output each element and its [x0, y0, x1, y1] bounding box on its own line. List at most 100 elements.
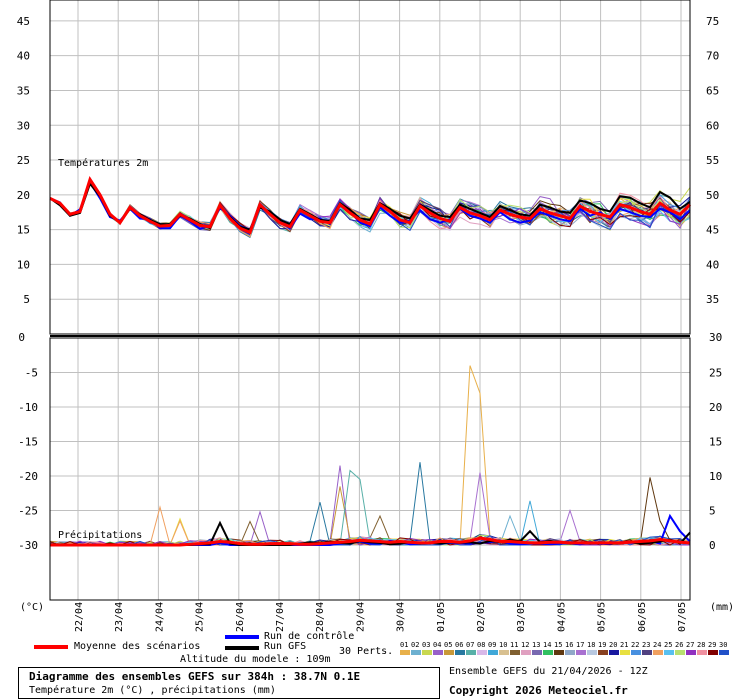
date-label-26-04: 26/04	[235, 602, 246, 632]
pert-label-06: 06	[455, 641, 463, 649]
legend-mean-label: Moyenne des scénarios	[74, 641, 201, 652]
pert-label-25: 25	[664, 641, 672, 649]
date-label-01-05: 01/05	[436, 602, 447, 632]
main-series-lines	[49, 176, 692, 547]
prec-pert-line-06	[49, 462, 690, 546]
prec-frame	[49, 337, 691, 601]
date-label-05-05: 05/05	[597, 602, 608, 632]
date-label-27-04: 27/04	[275, 602, 286, 632]
prec-right-tick-2: 20	[709, 401, 722, 414]
temp-right-tick-8: 75	[706, 15, 719, 28]
temp-left-tick-0: 0	[18, 331, 25, 344]
date-label-25-04: 25/04	[195, 602, 206, 632]
legend-control-label: Run de contrôle	[264, 631, 355, 642]
pert-swatch-11	[510, 650, 520, 655]
prec-right-tick-4: 10	[709, 470, 722, 483]
pert-swatch-18	[587, 650, 597, 655]
prec-right-tick-1: 25	[709, 367, 722, 380]
pert-label-04: 04	[433, 641, 441, 649]
pert-label-01: 01	[400, 641, 408, 649]
prec-pert-line-15	[50, 477, 691, 546]
prec-pert-line-01	[50, 365, 691, 546]
pert-swatch-01	[400, 650, 410, 655]
pert-label-22: 22	[631, 641, 639, 649]
pert-label-19: 19	[598, 641, 606, 649]
pert-label-28: 28	[697, 641, 705, 649]
pert-label-02: 02	[411, 641, 419, 649]
temp-right-tick-1: 40	[706, 258, 719, 271]
date-label-24-04: 24/04	[154, 602, 165, 632]
pert-swatch-24	[653, 650, 663, 655]
temp-right-tick-3: 50	[706, 189, 719, 202]
temp-right-tick-6: 65	[706, 84, 719, 97]
pert-label-30: 30	[719, 641, 727, 649]
pert-swatch-22	[631, 650, 641, 655]
temp-right-tick-7: 70	[706, 50, 719, 63]
info-box: Diagramme des ensembles GEFS sur 384h : …	[18, 667, 440, 699]
pert-swatch-26	[675, 650, 685, 655]
temp-right-tick-0: 35	[706, 293, 719, 306]
pert-swatch-05	[444, 650, 454, 655]
pert-swatch-14	[543, 650, 553, 655]
pert-swatch-16	[565, 650, 575, 655]
pert-swatch-10	[499, 650, 509, 655]
perturbations-title: 30 Perts.	[339, 646, 394, 657]
pert-swatch-17	[576, 650, 586, 655]
date-label-02-05: 02/05	[476, 602, 487, 632]
pert-label-14: 14	[543, 641, 551, 649]
prec-left-tick-5: -25	[18, 505, 38, 518]
date-label-06-05: 06/05	[637, 602, 648, 632]
temp-left-tick-5: 30	[17, 119, 30, 132]
prec-panel-title: Précipitations	[58, 529, 142, 541]
prec-pert-line-05	[49, 486, 691, 546]
pert-label-21: 21	[620, 641, 628, 649]
date-label-22-04: 22/04	[74, 602, 85, 632]
plot-frames	[49, 0, 691, 601]
temp-left-tick-2: 15	[17, 224, 30, 237]
pert-label-29: 29	[708, 641, 716, 649]
run-info: Ensemble GEFS du 21/04/2026 - 12Z	[449, 666, 648, 677]
temp-right-tick-5: 60	[706, 119, 719, 132]
pert-label-03: 03	[422, 641, 430, 649]
left-axis-unit: (°C)	[20, 602, 44, 613]
pert-label-10: 10	[499, 641, 507, 649]
model-altitude: Altitude du modele : 109m	[180, 654, 331, 665]
pert-swatch-15	[554, 650, 564, 655]
pert-swatch-30	[719, 650, 729, 655]
pert-label-20: 20	[609, 641, 617, 649]
pert-label-12: 12	[521, 641, 529, 649]
prec-series-moyenne-des-sc-narios	[50, 536, 691, 547]
temp-left-tick-8: 45	[17, 15, 30, 28]
legend-control-line	[225, 635, 259, 639]
pert-swatch-29	[708, 650, 718, 655]
pert-swatch-21	[620, 650, 630, 655]
temp-panel-title: Températures 2m	[58, 157, 148, 169]
pert-swatch-28	[697, 650, 707, 655]
temp-left-tick-0: 5	[23, 293, 30, 306]
temp-right-tick-4: 55	[706, 154, 719, 167]
pert-label-09: 09	[488, 641, 496, 649]
date-label-29-04: 29/04	[355, 602, 366, 632]
temp-left-tick-1: 10	[17, 258, 30, 271]
pert-label-17: 17	[576, 641, 584, 649]
pert-label-07: 07	[466, 641, 474, 649]
pert-label-16: 16	[565, 641, 573, 649]
pert-swatch-04	[433, 650, 443, 655]
prec-left-tick-6: -30	[18, 539, 38, 552]
temp-frame	[49, 0, 691, 335]
info-title: Diagramme des ensembles GEFS sur 384h : …	[29, 670, 361, 683]
legend-gfs-line	[225, 646, 259, 650]
prec-left-tick-4: -20	[18, 470, 38, 483]
temp-right-tick-2: 45	[706, 224, 719, 237]
pert-label-11: 11	[510, 641, 518, 649]
pert-label-15: 15	[554, 641, 562, 649]
legend-mean-line	[34, 645, 68, 649]
pert-swatch-13	[532, 650, 542, 655]
pert-swatch-03	[422, 650, 432, 655]
date-label-03-05: 03/05	[516, 602, 527, 632]
temp-series-run-gfs	[49, 181, 691, 231]
date-label-30-04: 30/04	[396, 602, 407, 632]
right-axis-unit: (mm)	[710, 602, 734, 613]
legend-gfs-label: Run GFS	[264, 641, 307, 652]
